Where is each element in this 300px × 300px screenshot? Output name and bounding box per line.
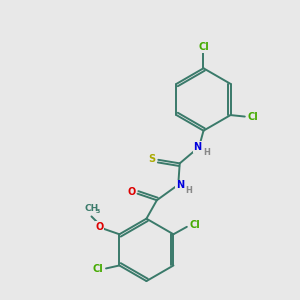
Text: CH: CH	[84, 204, 99, 213]
Text: S: S	[148, 154, 155, 164]
Text: 3: 3	[96, 209, 100, 214]
Text: N: N	[176, 180, 184, 190]
Text: H: H	[185, 186, 192, 195]
Text: O: O	[95, 221, 104, 232]
Text: N: N	[194, 142, 202, 152]
Text: H: H	[203, 148, 210, 157]
Text: Cl: Cl	[190, 220, 200, 230]
Text: Cl: Cl	[93, 264, 104, 274]
Text: O: O	[128, 187, 136, 196]
Text: Cl: Cl	[198, 42, 209, 52]
Text: Cl: Cl	[248, 112, 258, 122]
